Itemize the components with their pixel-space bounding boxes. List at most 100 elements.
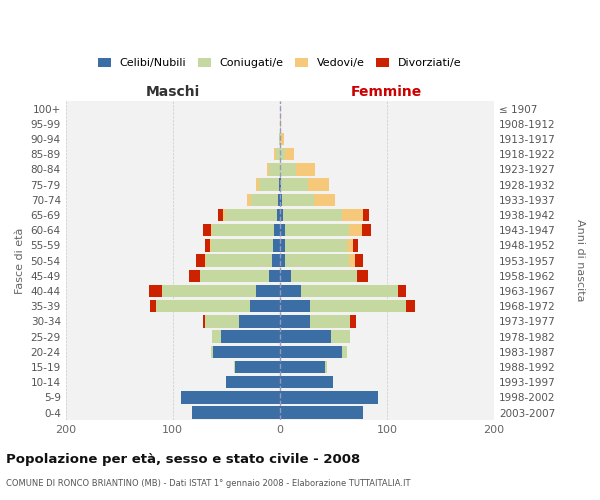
Text: Maschi: Maschi [146, 86, 200, 100]
Bar [280, 224, 285, 236]
Bar [250, 300, 280, 312]
Bar [285, 239, 347, 252]
Bar [342, 209, 364, 221]
Bar [280, 178, 281, 191]
Legend: Celibi/Nubili, Coniugati/e, Vedovi/e, Divorziati/e: Celibi/Nubili, Coniugati/e, Vedovi/e, Di… [95, 56, 464, 70]
Bar [275, 148, 280, 160]
Text: COMUNE DI RONCO BRIANTINO (MB) - Dati ISTAT 1° gennaio 2008 - Elaborazione TUTTA: COMUNE DI RONCO BRIANTINO (MB) - Dati IS… [6, 479, 410, 488]
Bar [281, 178, 308, 191]
Bar [150, 300, 155, 312]
Bar [310, 315, 350, 328]
Bar [349, 224, 362, 236]
Bar [251, 194, 278, 206]
Bar [280, 391, 379, 404]
Bar [272, 254, 280, 267]
Bar [280, 300, 310, 312]
Bar [211, 346, 214, 358]
Bar [296, 163, 315, 175]
Bar [280, 254, 285, 267]
Bar [331, 330, 350, 343]
Bar [235, 360, 280, 373]
Bar [350, 315, 356, 328]
Bar [355, 254, 364, 267]
Bar [206, 254, 272, 267]
Bar [269, 270, 280, 282]
Bar [214, 346, 280, 358]
Bar [280, 360, 325, 373]
Bar [314, 194, 335, 206]
Text: Femmine: Femmine [351, 86, 422, 100]
Bar [285, 254, 349, 267]
Bar [256, 285, 280, 297]
Bar [406, 300, 415, 312]
Bar [239, 315, 280, 328]
Bar [280, 194, 282, 206]
Y-axis label: Fasce di età: Fasce di età [15, 228, 25, 294]
Bar [256, 178, 259, 191]
Bar [259, 178, 279, 191]
Bar [308, 178, 329, 191]
Bar [203, 315, 205, 328]
Bar [310, 300, 406, 312]
Bar [155, 300, 250, 312]
Bar [274, 148, 275, 160]
Bar [280, 330, 331, 343]
Bar [281, 133, 284, 145]
Bar [277, 209, 280, 221]
Bar [274, 239, 280, 252]
Bar [205, 254, 206, 267]
Bar [285, 224, 349, 236]
Bar [285, 148, 294, 160]
Bar [280, 406, 364, 419]
Bar [149, 285, 162, 297]
Bar [280, 346, 342, 358]
Bar [247, 194, 251, 206]
Bar [225, 209, 277, 221]
Bar [347, 239, 353, 252]
Bar [280, 148, 285, 160]
Bar [234, 360, 235, 373]
Bar [196, 254, 205, 267]
Bar [282, 194, 314, 206]
Bar [357, 270, 368, 282]
Bar [353, 239, 358, 252]
Bar [279, 133, 280, 145]
Bar [280, 270, 290, 282]
Bar [189, 270, 200, 282]
Bar [181, 391, 280, 404]
Bar [349, 254, 355, 267]
Bar [280, 133, 281, 145]
Bar [274, 224, 280, 236]
Bar [280, 163, 296, 175]
Bar [212, 224, 274, 236]
Bar [325, 360, 327, 373]
Text: Popolazione per età, sesso e stato civile - 2008: Popolazione per età, sesso e stato civil… [6, 452, 360, 466]
Bar [267, 163, 269, 175]
Bar [362, 224, 371, 236]
Bar [278, 194, 280, 206]
Bar [205, 315, 239, 328]
Bar [342, 346, 347, 358]
Bar [211, 224, 212, 236]
Bar [221, 330, 280, 343]
Bar [205, 239, 210, 252]
Y-axis label: Anni di nascita: Anni di nascita [575, 220, 585, 302]
Bar [398, 285, 406, 297]
Bar [192, 406, 280, 419]
Bar [280, 315, 310, 328]
Bar [290, 270, 357, 282]
Bar [226, 376, 280, 388]
Bar [212, 330, 221, 343]
Bar [279, 178, 280, 191]
Bar [269, 163, 280, 175]
Bar [203, 224, 211, 236]
Bar [280, 118, 281, 130]
Bar [364, 209, 368, 221]
Bar [223, 209, 225, 221]
Bar [162, 285, 256, 297]
Bar [283, 209, 342, 221]
Bar [210, 239, 211, 252]
Bar [211, 239, 274, 252]
Bar [218, 209, 223, 221]
Bar [280, 209, 283, 221]
